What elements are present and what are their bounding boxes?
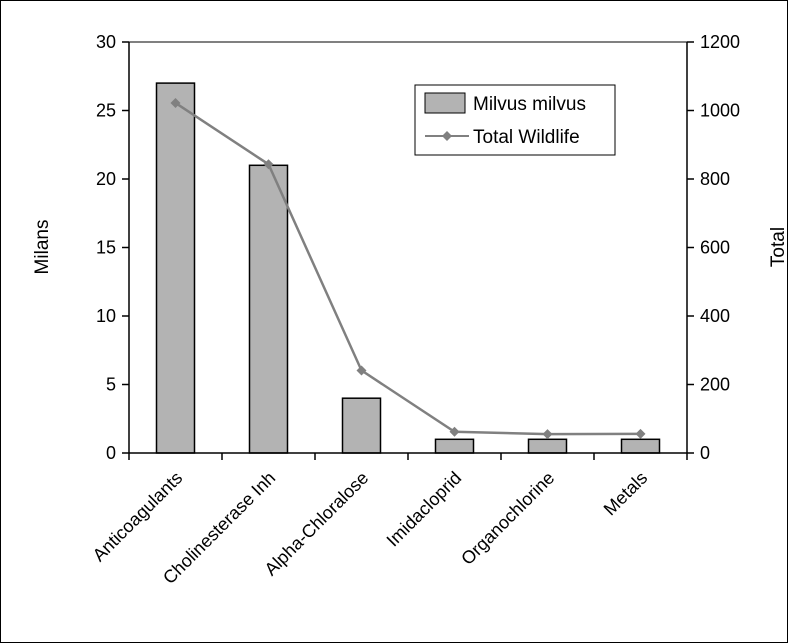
bar-2 bbox=[341, 397, 382, 454]
total-wildlife-point-1 bbox=[263, 159, 274, 170]
y-right-tick-label-0: 0 bbox=[700, 443, 710, 463]
total-wildlife-point-3 bbox=[449, 426, 460, 437]
y-left-tick-label-1: 5 bbox=[106, 375, 116, 395]
y-right-tick-label-4: 800 bbox=[700, 169, 730, 189]
bar-4 bbox=[527, 438, 568, 454]
y-left-tick-label-5: 25 bbox=[96, 101, 116, 121]
total-wildlife-point-5 bbox=[635, 428, 646, 439]
category-label-2: Alpha-Chloralose bbox=[261, 468, 373, 580]
y-left-tick-label-4: 20 bbox=[96, 169, 116, 189]
y-right-tick-label-6: 1200 bbox=[700, 32, 740, 52]
bar-1 bbox=[248, 164, 289, 454]
right-ticks-group: 0 200 400 600 800 1000 1200 bbox=[687, 32, 740, 463]
legend-bar-swatch bbox=[424, 92, 466, 114]
legend: Milvus milvus Total Wildlife bbox=[414, 84, 616, 156]
category-label-4: Organochlorine bbox=[457, 468, 558, 569]
total-wildlife-line bbox=[174, 101, 641, 436]
legend-line-label: Total Wildlife bbox=[473, 127, 580, 148]
total-wildlife-point-0 bbox=[170, 97, 181, 108]
total-wildlife-point-2 bbox=[356, 365, 367, 376]
line-group bbox=[170, 97, 646, 440]
y-left-tick-label-2: 10 bbox=[96, 306, 116, 326]
y-right-tick-label-1: 200 bbox=[700, 375, 730, 395]
legend-line-marker bbox=[442, 131, 452, 141]
y-left-tick-label-3: 15 bbox=[96, 238, 116, 258]
left-ticks-group: 0 5 10 15 20 25 30 bbox=[96, 32, 129, 463]
legend-bar-label: Milvus milvus bbox=[473, 94, 586, 115]
category-label-3: Imidacloprid bbox=[383, 468, 466, 551]
total-wildlife-point-4 bbox=[542, 429, 553, 440]
y-axis-left-title: Milans bbox=[32, 220, 53, 275]
y-right-tick-label-2: 400 bbox=[700, 306, 730, 326]
y-left-tick-label-0: 0 bbox=[106, 443, 116, 463]
category-label-5: Metals bbox=[600, 468, 652, 520]
bar-5 bbox=[620, 438, 661, 454]
bar-0 bbox=[155, 82, 196, 454]
category-label-0: Anticoagulants bbox=[89, 468, 187, 566]
y-right-tick-label-5: 1000 bbox=[700, 101, 740, 121]
y-left-tick-label-6: 30 bbox=[96, 32, 116, 52]
y-right-tick-label-3: 600 bbox=[700, 238, 730, 258]
y-axis-right-title: Total bbox=[768, 227, 787, 267]
bar-3 bbox=[434, 438, 475, 454]
